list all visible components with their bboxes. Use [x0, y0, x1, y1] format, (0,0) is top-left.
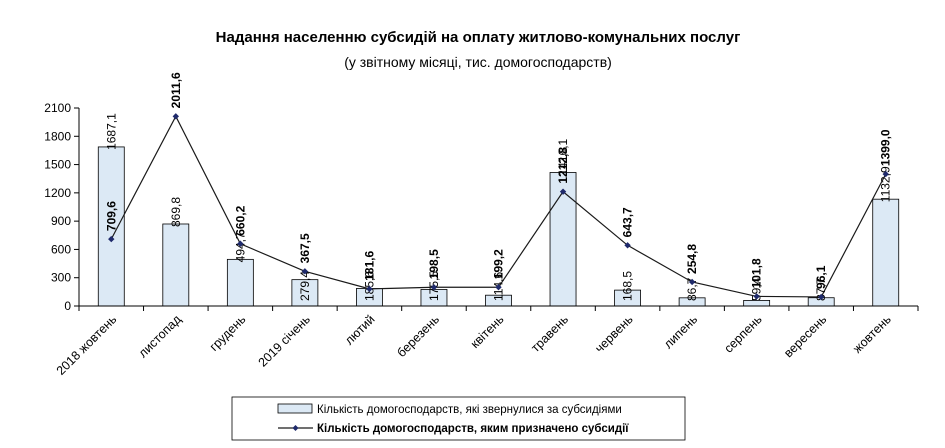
x-axis: [78, 305, 919, 311]
line-value-label: 2011,6: [169, 72, 183, 108]
bar-series: 1687,1869,8494,7279,4185,6175,5114,61416…: [97, 113, 900, 307]
category-label: 2019 січень: [256, 312, 313, 369]
line-value-label: 198,5: [427, 249, 441, 279]
line-value-label: 367,5: [298, 233, 312, 263]
bar-value-label: 1416,1: [556, 138, 570, 175]
bar-value-label: 168,5: [621, 271, 635, 301]
legend-line-label: Кількість домогосподарств, яким призначе…: [317, 423, 629, 435]
bar-value-label: 494,7: [233, 232, 247, 262]
bar-value-label: 1687,1: [104, 113, 118, 150]
legend-bar-label: Кількість домогосподарств, які звернулис…: [317, 404, 622, 416]
category-label: вересень: [781, 312, 829, 360]
line-value-label: 181,6: [362, 251, 376, 281]
line-value-label: 1212,8: [556, 147, 570, 184]
category-labels: 2018 жовтень листопад грудень 2019 січень лю…: [54, 312, 894, 378]
line-marker: [495, 284, 502, 291]
category-label: 2018 жовтень: [54, 312, 120, 378]
line-value-label: 660,2: [233, 205, 247, 235]
line-marker: [237, 240, 244, 247]
category-label: квітень: [468, 312, 507, 351]
bar: [872, 198, 900, 307]
legend-line-marker: [292, 425, 299, 431]
line-value-label: 709,6: [104, 201, 118, 231]
legend: Кількість домогосподарств, які звернулис…: [231, 396, 686, 441]
y-tick-label: 2100: [44, 101, 71, 115]
category-label: серпень: [721, 312, 764, 355]
bar: [97, 146, 125, 307]
y-tick-label: 1200: [44, 186, 71, 200]
line-value-label: 101,8: [750, 258, 764, 288]
y-tick-label: 1500: [44, 158, 71, 172]
category-label: листопад: [136, 312, 185, 361]
y-tick-label: 300: [51, 271, 71, 285]
line-marker: [882, 170, 889, 178]
y-tick-label: 600: [51, 242, 71, 256]
bar-value-label: 87,7: [814, 277, 828, 301]
y-tick-label: 900: [51, 214, 71, 228]
line-marker: [301, 268, 309, 275]
line-marker: [430, 284, 438, 291]
bar-value-label: 279,4: [298, 271, 312, 301]
legend-bar-swatch: [277, 403, 313, 414]
line-value-label: 96,1: [814, 265, 828, 289]
bar: [226, 258, 254, 307]
line-marker: [624, 242, 631, 249]
y-axis: 0 300 600 900 1200 1500 1800 2100: [44, 101, 80, 313]
line-value-label: 643,7: [621, 207, 635, 237]
y-tick-label: 0: [64, 299, 71, 313]
category-label: червень: [592, 312, 635, 355]
category-label: липень: [661, 312, 700, 351]
line-marker: [366, 285, 373, 293]
line-value-label: 1399,0: [879, 129, 893, 166]
category-label: травень: [528, 312, 571, 355]
line-value-label: 254,8: [685, 244, 699, 274]
line-marker: [172, 113, 180, 120]
line-value-label: 199,2: [492, 249, 506, 279]
line-marker: [108, 235, 115, 243]
bar-value-label: 869,8: [169, 197, 183, 227]
category-label: жовтень: [850, 312, 894, 356]
bar: [162, 223, 190, 307]
category-label: березень: [394, 312, 442, 360]
line-series: 709,6 2011,6 660,2 367,5 181,6 198,5 199,2 1212…: [104, 72, 893, 301]
line-marker: [817, 293, 825, 301]
category-label: грудень: [207, 312, 249, 354]
bar-value-label: 1132,9: [879, 166, 893, 202]
category-label: лютий: [342, 312, 377, 347]
chart-subtitle: (у звітному місяці, тис. домогосподарств…: [344, 54, 612, 70]
chart-title: Надання населенню субсидій на оплату жит…: [216, 29, 741, 46]
line-marker: [753, 293, 760, 300]
y-tick-label: 1800: [44, 129, 71, 143]
line-marker: [688, 278, 696, 286]
line-marker: [559, 188, 567, 195]
